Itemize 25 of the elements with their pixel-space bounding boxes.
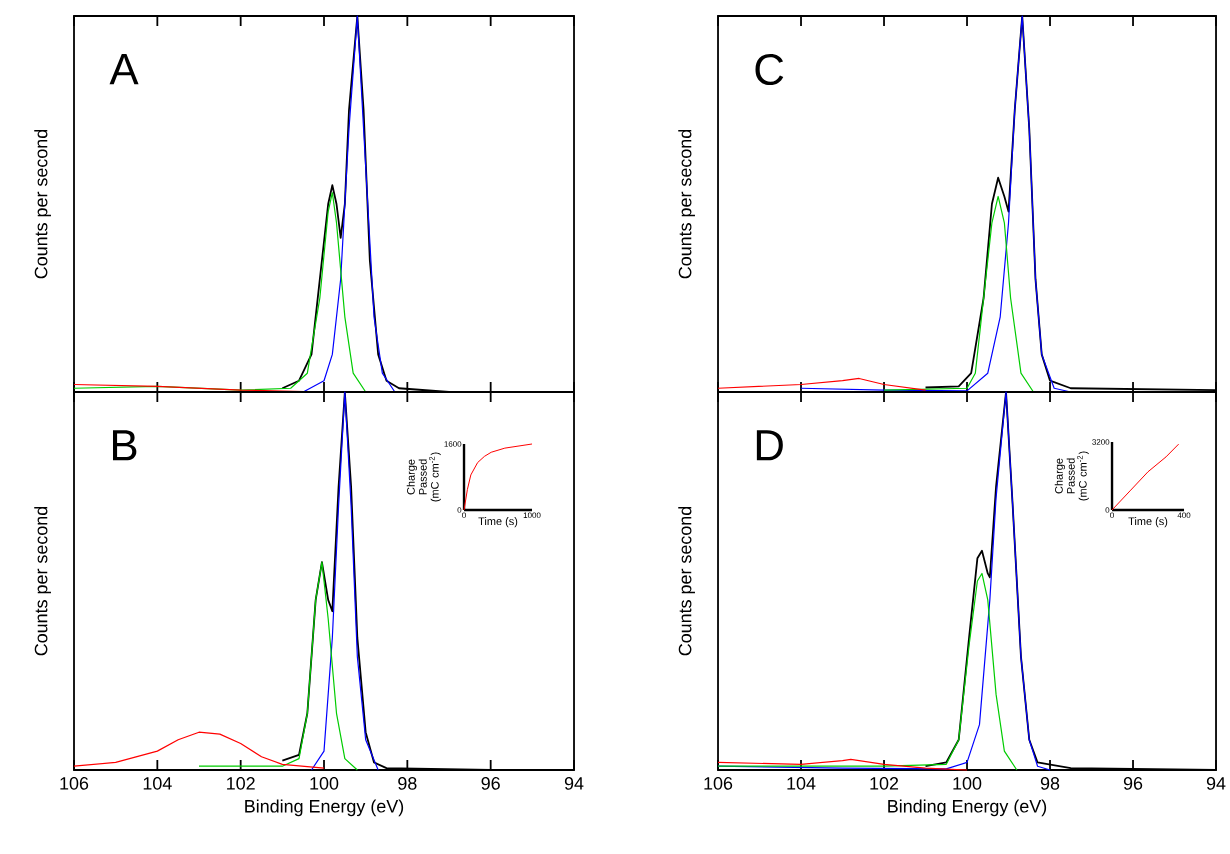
text: B <box>113 430 137 461</box>
y-axis-title: Counts per second <box>678 506 695 656</box>
x-tick-label: 96 <box>481 777 500 790</box>
x-tick-label: 102 <box>870 777 899 790</box>
x-tick-label: 94 <box>1206 777 1226 790</box>
text: C <box>755 53 784 86</box>
x-tick-label: 104 <box>143 777 172 790</box>
text: D <box>756 430 783 461</box>
x-tick-label: 106 <box>704 777 733 790</box>
x-tick-label: 100 <box>310 777 339 790</box>
y-axis-title: Counts per second <box>34 506 51 656</box>
y-axis-title: Counts per second <box>34 129 51 279</box>
x-tick-label: 102 <box>227 777 255 790</box>
y-axis-title: Counts per second <box>678 129 695 279</box>
x-tick-label: 104 <box>787 777 816 790</box>
x-tick-label: 100 <box>953 777 982 790</box>
x-axis-title: Binding Energy (eV) <box>245 799 404 817</box>
x-tick-label: 96 <box>1123 777 1143 790</box>
line-series <box>1111 443 1180 511</box>
x-axis-title: Binding Energy (eV) <box>888 799 1047 817</box>
text: A <box>109 54 139 85</box>
x-tick-label: 98 <box>1040 777 1060 790</box>
x-tick-label: 106 <box>60 777 89 790</box>
x-tick-label: 98 <box>398 777 417 790</box>
x-tick-label: 94 <box>564 777 584 790</box>
